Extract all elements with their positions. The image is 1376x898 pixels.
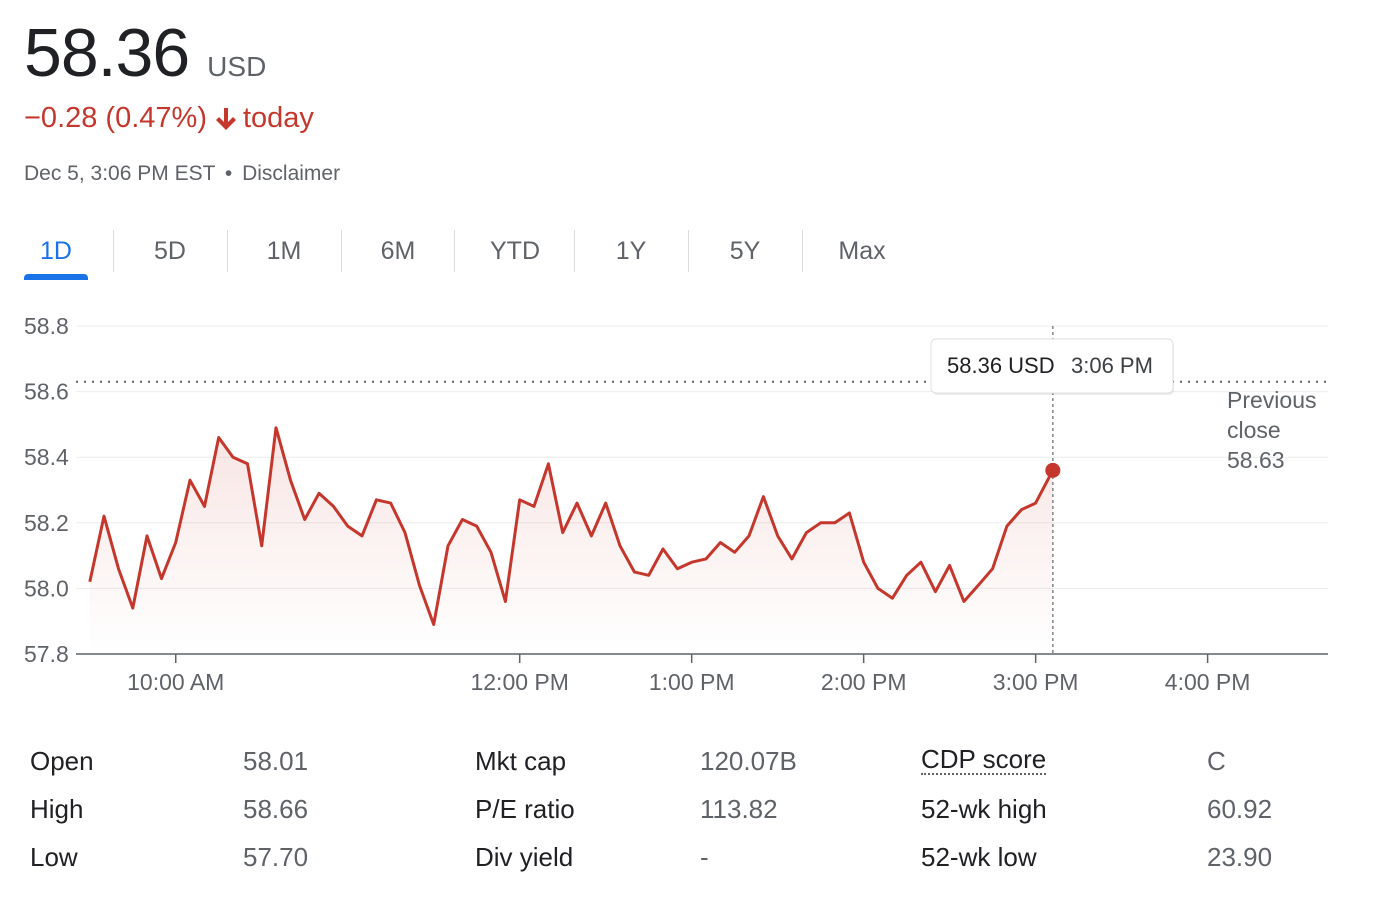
y-tick-label: 58.6	[24, 379, 69, 405]
quote-header: 58.36 USD	[24, 14, 266, 92]
meta-separator: •	[224, 162, 233, 185]
previous-close-label: Previous	[1227, 387, 1316, 413]
stat-value-pe-ratio: 113.82	[700, 794, 778, 824]
price-chart[interactable]: 58.8 58.6 58.4 58.2 58.0 57.8 10:00 AM 12:00 PM…	[0, 300, 1376, 720]
tab-6m[interactable]: 6M	[380, 236, 416, 265]
stat-label-high: High	[30, 794, 84, 824]
quote-meta: Dec 5, 3:06 PM EST • Disclaimer	[24, 162, 340, 186]
tab-ytd[interactable]: YTD	[490, 236, 540, 265]
x-tick-label: 3:00 PM	[993, 669, 1079, 695]
tooltip-time: 3:06 PM	[1071, 353, 1153, 378]
stat-value-mkt-cap: 120.07B	[700, 746, 797, 776]
y-tick-label: 57.8	[24, 641, 69, 667]
stat-label-div-yield: Div yield	[475, 842, 574, 872]
x-tick-label: 4:00 PM	[1165, 669, 1251, 695]
tab-1m[interactable]: 1M	[266, 236, 302, 265]
previous-close-label: close	[1227, 417, 1281, 443]
y-tick-label: 58.8	[24, 313, 69, 339]
stat-value-52wk-high: 60.92	[1207, 794, 1273, 824]
price-change: −0.28 (0.47%) today	[24, 102, 314, 135]
currency-label: USD	[207, 51, 267, 82]
change-value: −0.28 (0.47%)	[24, 102, 207, 134]
range-tabs: 1D 5D 1M 6M YTD 1Y 5Y Max	[24, 224, 924, 280]
stat-value-div-yield: -	[700, 842, 709, 872]
x-tick-label: 2:00 PM	[821, 669, 907, 695]
tab-divider	[454, 230, 455, 272]
stat-label-cdp-score[interactable]: CDP score	[921, 744, 1047, 776]
tab-5y[interactable]: 5Y	[729, 236, 761, 265]
tooltip-box	[930, 338, 1174, 394]
tab-1d[interactable]: 1D	[24, 224, 88, 280]
disclaimer-link[interactable]: Disclaimer	[242, 162, 341, 185]
y-tick-label: 58.4	[24, 444, 69, 470]
tab-divider	[227, 230, 228, 272]
stat-value-52wk-low: 23.90	[1207, 842, 1273, 872]
current-point	[1045, 462, 1061, 478]
previous-close-label: 58.63	[1227, 447, 1285, 473]
current-price: 58.36	[24, 15, 190, 91]
stat-label-mkt-cap: Mkt cap	[475, 746, 567, 776]
x-tick-label: 12:00 PM	[470, 669, 568, 695]
stat-label-open: Open	[30, 746, 94, 776]
x-tick-label: 10:00 AM	[127, 669, 224, 695]
y-tick-label: 58.0	[24, 575, 69, 601]
stat-label-52wk-high: 52-wk high	[921, 794, 1047, 824]
tab-divider	[341, 230, 342, 272]
tab-divider	[113, 230, 114, 272]
stat-value-low: 57.70	[243, 842, 309, 872]
series-line	[88, 426, 1055, 626]
tab-divider	[802, 230, 803, 272]
stat-value-open: 58.01	[243, 746, 309, 776]
stat-label-pe-ratio: P/E ratio	[475, 794, 575, 824]
tooltip-price: 58.36 USD	[947, 353, 1055, 378]
y-tick-label: 58.2	[24, 510, 69, 536]
change-period: today	[242, 102, 314, 134]
tab-max[interactable]: Max	[838, 236, 886, 265]
tab-5d[interactable]: 5D	[154, 236, 186, 265]
series-area	[89, 427, 1053, 654]
tab-divider	[688, 230, 689, 272]
tab-1y[interactable]: 1Y	[615, 236, 647, 265]
timestamp: Dec 5, 3:06 PM EST	[24, 162, 216, 185]
tab-divider	[574, 230, 575, 272]
stat-label-low: Low	[30, 842, 78, 872]
stat-label-52wk-low: 52-wk low	[921, 842, 1037, 872]
stat-value-cdp-score: C	[1207, 746, 1226, 776]
stat-value-high: 58.66	[243, 794, 309, 824]
x-tick-label: 1:00 PM	[649, 669, 735, 695]
arrow-down-icon	[215, 106, 237, 132]
